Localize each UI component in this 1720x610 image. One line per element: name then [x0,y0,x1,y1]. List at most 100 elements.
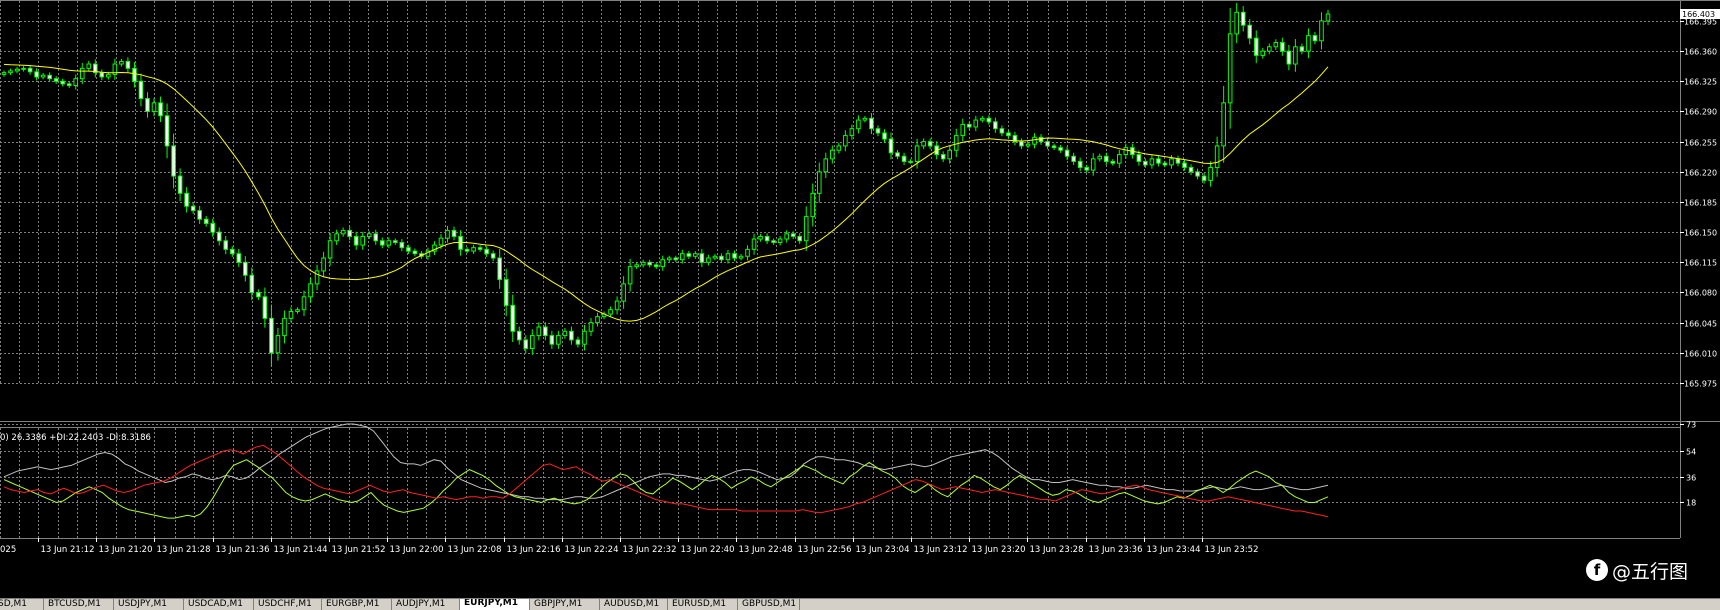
candle [1280,37,1285,56]
brand-logo-icon: f [1586,559,1608,581]
symbol-tab[interactable]: GBPUSD,M1 [738,599,800,610]
candle-body-bull [1116,154,1122,164]
symbol-tab[interactable]: EURGBP,M1 [322,599,392,610]
symbol-tab[interactable]: GBPJPY,M1 [530,599,600,610]
candle-body-bear [1162,162,1168,166]
candle-body-bull [334,233,339,242]
candle [321,251,326,278]
candle-body-bull [314,270,320,285]
candle [523,335,529,354]
candle [699,248,705,268]
candle [745,245,750,261]
symbol-tab[interactable]: USDJPY,M1 [114,599,184,610]
candle-body-bear [477,247,483,250]
candle-body-bear [145,98,150,112]
candle [1032,133,1037,149]
price-tick-label: 166.325 [1684,78,1717,87]
candle-body-bear [138,80,144,100]
candle [1312,32,1318,45]
candle [1090,153,1096,176]
candle [236,248,242,268]
candle [1247,18,1253,45]
candle [960,118,966,142]
candle [327,233,333,266]
symbol-tab[interactable]: USDCHF,M1 [254,599,322,610]
candle-body-bull [1319,20,1324,42]
candle [999,125,1005,137]
candle [445,225,450,243]
candle-body-bull [1169,158,1174,166]
candle [60,78,65,87]
price-marker: 166.403 [1680,9,1720,19]
candle [712,253,718,261]
adx-line [3,423,1329,501]
symbol-tab[interactable]: EURJPY,M1 [460,599,530,610]
symbol-tab[interactable]: USDCAD,M1 [184,599,254,610]
candle [895,149,900,160]
symbol-tab[interactable]: EURUSD,M1 [668,599,738,610]
candle-body-bull [8,70,13,74]
candle-body-bear [53,78,59,82]
candle [562,328,568,339]
candle [1045,138,1050,150]
candle-body-bear [210,223,216,233]
candle-body-bear [256,291,261,298]
candle [269,304,274,367]
candle [790,231,796,240]
candle-body-bull [308,283,313,298]
candle [816,162,822,203]
candle-body-bull [595,316,600,324]
candle [301,290,307,316]
candle [340,227,346,237]
symbol-tab[interactable]: SD,M1 [0,599,44,610]
candle-body-bear [543,326,548,337]
candle [112,58,118,80]
candle [216,227,222,246]
candle-body-bear [569,330,574,341]
candle [536,322,542,341]
candle-body-bear [269,317,274,354]
candle [1123,143,1129,159]
candle-body-bear [1038,136,1044,143]
symbol-tab[interactable]: AUDJPY,M1 [392,599,460,610]
candle [986,115,992,125]
candle [614,296,620,315]
price-tick-label: 166.395 [1684,18,1717,27]
candle [693,251,698,259]
candle-body-bull [784,233,789,240]
candle-body-bull [751,238,757,250]
candle-body-bull [1032,136,1037,145]
candle-body-bear [1006,132,1011,137]
candle-body-bull [953,135,959,151]
candle [953,128,959,158]
candle-body-bear [190,205,196,212]
candle [458,230,463,256]
candle [73,74,79,90]
candle-body-bear [999,128,1005,134]
candle [621,276,626,309]
candle-body-bull [106,73,111,78]
symbol-tab[interactable]: BTCUSD,M1 [44,599,114,610]
time-tick-label: 13 Jun 22:48 [739,545,793,555]
indicator-tick-label: 36 [1686,474,1696,483]
candle-body-bear [158,102,163,117]
candle [797,233,802,244]
candle [210,218,216,237]
candle [1260,47,1266,59]
candle [784,230,789,243]
candle [1188,164,1194,176]
candle [203,215,209,227]
candle-body-bull [386,240,392,246]
candle-body-bear [66,83,72,87]
candle [40,72,46,80]
candle-body-bear [93,63,98,74]
candle [412,248,418,257]
candle [725,249,731,264]
candle-body-bull [1221,102,1226,147]
candle-body-bear [34,71,39,78]
candle-body-bear [523,339,529,350]
candle-body-bull [836,145,842,151]
symbol-tab[interactable]: AUDUSD,M1 [600,599,668,610]
candle-body-bear [1051,145,1057,149]
